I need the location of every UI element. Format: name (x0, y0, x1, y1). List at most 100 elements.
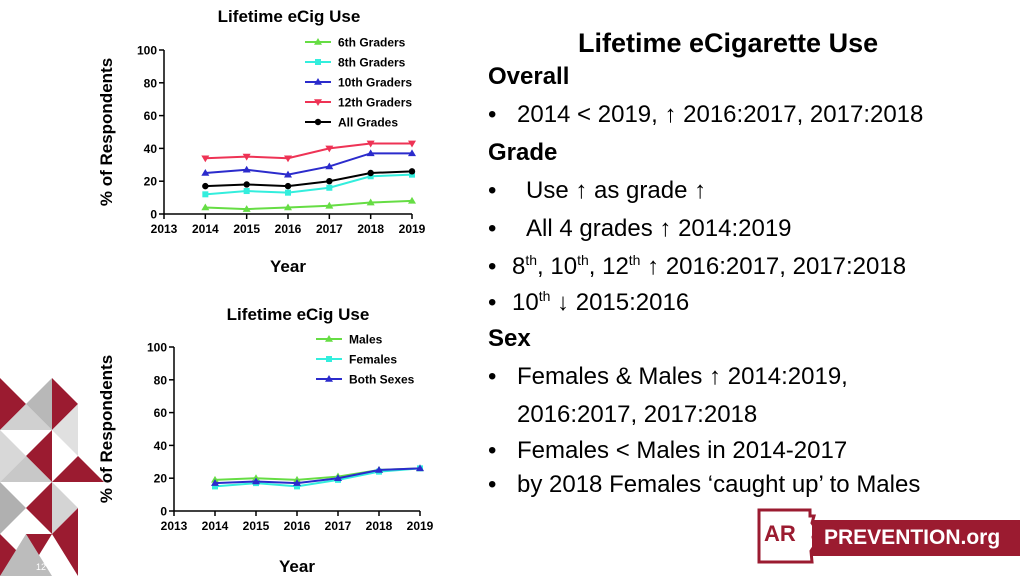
bullet-item: • 10th ↓ 2015:2016 (488, 286, 1008, 320)
bullet-item: • 8th, 10th, 12th ↑ 2016:2017, 2017:2018 (488, 248, 1008, 286)
y-axis-label: % of Respondents (97, 355, 116, 503)
x-tick-label: 2014 (202, 519, 229, 533)
data-point (201, 169, 210, 176)
chart-title: Lifetime eCig Use (227, 305, 370, 324)
data-point (284, 182, 292, 190)
x-tick-label: 2013 (161, 519, 188, 533)
data-point (375, 466, 383, 473)
bullet-text-part: , 10 (537, 253, 578, 280)
bullet-text: All 4 grades ↑ 2014:2019 (526, 215, 792, 242)
superscript: th (525, 252, 538, 268)
deco-triangle (0, 534, 52, 576)
x-tick-label: 2016 (284, 519, 311, 533)
data-point (211, 479, 219, 486)
ar-prevention-logo: AR PREVENTION.org (756, 507, 1020, 565)
data-point (366, 198, 375, 206)
legend-marker (314, 118, 322, 126)
bullet-text-part: 8 (512, 253, 526, 280)
slide-title: Lifetime eCigarette Use (578, 28, 879, 58)
x-tick-label: 2013 (151, 222, 178, 236)
chart-title: Lifetime eCig Use (218, 7, 361, 26)
x-tick-label: 2019 (399, 222, 426, 236)
x-tick-label: 2014 (192, 222, 219, 236)
bullet-text-part: ↑ 2016:2017, 2017:2018 (640, 253, 907, 280)
y-tick-label: 80 (154, 373, 168, 387)
bullet-dot: • (488, 177, 497, 204)
series-line (205, 170, 413, 188)
grade-heading: Grade (488, 139, 558, 166)
x-tick-label: 2018 (366, 519, 393, 533)
bullet-text-part: ↓ 2015:2016 (550, 289, 690, 316)
data-point (408, 140, 416, 148)
deco-triangle (52, 508, 78, 576)
data-point (285, 189, 291, 196)
bullet-dot: • (488, 437, 497, 464)
data-point (334, 474, 342, 481)
bullet-item: • 2014 < 2019, ↑ 2016:2017, 2017:2018 (488, 96, 1008, 134)
deco-triangle (26, 482, 52, 534)
data-point (367, 173, 374, 180)
deco-triangle (52, 404, 78, 456)
y-tick-label: 60 (144, 109, 158, 123)
deco-triangle (0, 534, 21, 576)
data-point (284, 203, 292, 211)
legend-entry: 8th Graders (338, 56, 406, 70)
data-point (252, 477, 260, 485)
deco-triangle (0, 378, 26, 430)
data-point (326, 178, 333, 185)
series-line (214, 467, 421, 485)
deco-triangle (0, 482, 26, 534)
x-axis-label: Year (270, 257, 306, 276)
bullet-text-part: , 12 (588, 253, 629, 280)
y-tick-label: 80 (144, 76, 158, 90)
data-point (242, 165, 251, 173)
bullet-text-line: 2016:2017, 2017:2018 (517, 401, 758, 428)
data-point (202, 191, 209, 198)
bullet-item: • Use ↑ as grade ↑ (488, 172, 1008, 210)
legend-marker (315, 59, 321, 65)
legend-entry: Males (349, 333, 383, 347)
logo-ar-text: AR (764, 521, 796, 546)
bullet-text-part: 10 (512, 289, 539, 316)
deco-triangle (52, 456, 104, 482)
superscript: th (538, 288, 551, 304)
y-tick-label: 60 (154, 406, 168, 420)
y-tick-label: 40 (144, 142, 158, 156)
series-line (205, 152, 412, 176)
y-tick-label: 20 (154, 472, 168, 486)
bullet-item: • by 2018 Females ‘caught up’ to Males (488, 468, 1008, 502)
data-point (202, 182, 209, 190)
x-tick-label: 2018 (357, 222, 384, 236)
legend-marker (325, 335, 333, 342)
x-tick-label: 2016 (275, 222, 302, 236)
bullet-dot: • (488, 215, 497, 242)
x-tick-label: 2017 (325, 519, 352, 533)
data-point (416, 464, 424, 472)
series-line (205, 173, 413, 196)
bullet-dot: • (488, 101, 497, 128)
data-point (212, 483, 218, 490)
legend-marker (326, 356, 332, 362)
x-tick-label: 2019 (407, 519, 434, 533)
data-point (284, 170, 292, 178)
superscript: th (577, 252, 589, 268)
bullet-text: 8th, 10th, 12th ↑ 2016:2017, 2017:2018 (512, 248, 1008, 286)
y-tick-label: 100 (137, 44, 157, 58)
bullet-dot: • (488, 253, 497, 280)
deco-triangle (26, 378, 52, 430)
data-point (242, 205, 251, 212)
page-number: 12 (36, 562, 47, 572)
y-tick-label: 20 (144, 175, 158, 189)
legend-entry: 10th Graders (338, 76, 412, 90)
deco-triangle (26, 534, 52, 555)
data-point (325, 162, 334, 170)
legend-entry: Females (349, 353, 397, 367)
data-point (326, 184, 333, 191)
y-tick-label: 0 (160, 505, 167, 519)
data-point (294, 483, 300, 490)
data-point (325, 145, 334, 153)
superscript: th (628, 252, 641, 268)
bullet-item: • Females < Males in 2014-2017 (488, 434, 1008, 468)
series-line (205, 199, 413, 211)
chart-grades: Lifetime eCig Use 0 20 40 60 80 100 2013 2014 201… (97, 7, 426, 276)
